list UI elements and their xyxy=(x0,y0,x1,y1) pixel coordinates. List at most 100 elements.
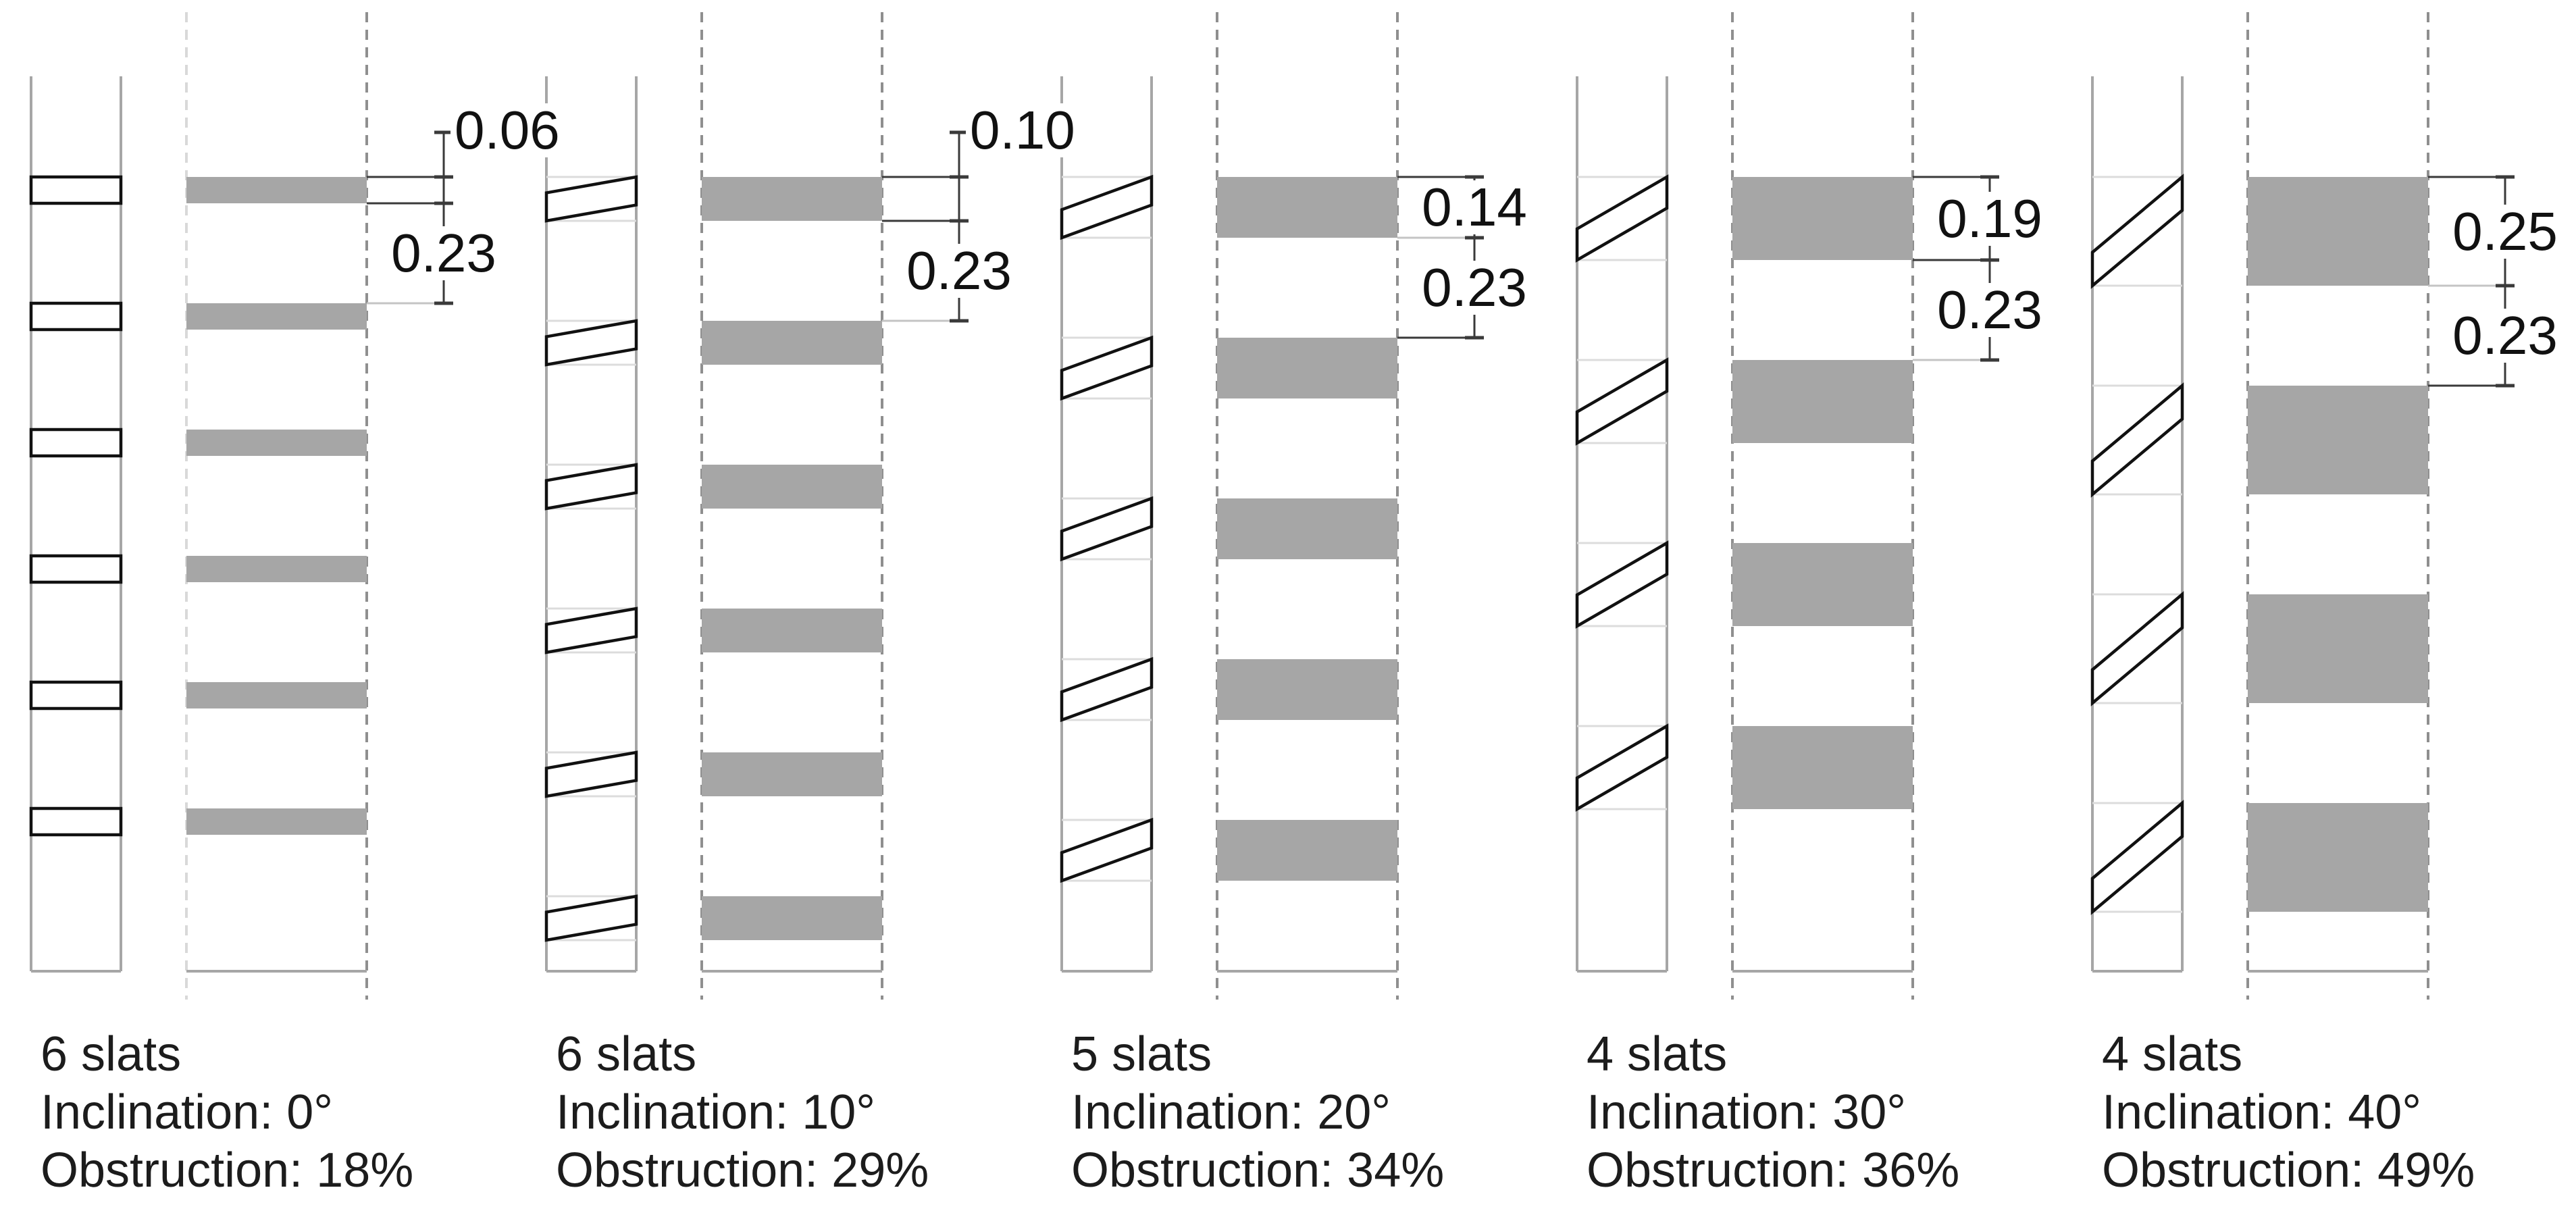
dim-tick xyxy=(1980,358,1999,362)
slat-shape xyxy=(1060,335,1154,401)
slats-count-line: 4 slats xyxy=(1587,1027,1728,1081)
dim-tick xyxy=(950,130,969,134)
shadow-band xyxy=(1732,177,1913,260)
shadow-band xyxy=(702,609,882,652)
slat-shape xyxy=(1575,540,1669,629)
shadow-band xyxy=(2248,594,2428,703)
shadow-band xyxy=(186,303,367,330)
slat-shape xyxy=(544,175,638,223)
slat-shape xyxy=(544,750,638,798)
slat-shape xyxy=(29,680,123,711)
dim-tick xyxy=(434,130,453,134)
shadow-band xyxy=(1217,177,1397,238)
obstruction-line: Obstruction: 18% xyxy=(41,1143,414,1197)
dim-label-gap: 0.23 xyxy=(387,226,500,280)
shadow-band xyxy=(702,896,882,940)
panel-1-caption: 6 slats Inclination: 0° Obstruction: 18% xyxy=(41,1025,413,1199)
dim-label-band-height: 0.10 xyxy=(966,103,1079,157)
shadow-band xyxy=(1732,726,1913,809)
shadow-band xyxy=(1217,338,1397,398)
dim-tick xyxy=(434,301,453,305)
shadow-band xyxy=(186,556,367,582)
slat-shape xyxy=(29,554,123,584)
dim-tick xyxy=(2496,384,2515,388)
slats-count-line: 6 slats xyxy=(41,1027,182,1081)
slat-shape xyxy=(2090,800,2184,915)
dim-tick xyxy=(434,201,453,205)
dim-tick xyxy=(2496,284,2515,288)
dim-label-gap: 0.23 xyxy=(902,244,1016,298)
shadow-band xyxy=(702,321,882,365)
dim-label-band-height: 0.06 xyxy=(450,103,564,157)
shadow-band xyxy=(2248,386,2428,494)
panel-4-graphic xyxy=(1575,12,1999,1000)
dim-tick xyxy=(1465,336,1484,340)
slat-shape xyxy=(544,894,638,942)
shadow-band xyxy=(186,808,367,835)
slat-shape xyxy=(1060,174,1154,240)
slat-shape xyxy=(2090,591,2184,706)
dim-tick xyxy=(1980,258,1999,262)
slat-shape xyxy=(1060,817,1154,883)
slats-count-line: 6 slats xyxy=(556,1027,697,1081)
shadow-band xyxy=(1217,659,1397,720)
dim-label-band-height: 0.25 xyxy=(2448,204,2562,259)
inclination-line: Inclination: 40° xyxy=(2102,1085,2422,1139)
slat-shape xyxy=(29,301,123,332)
slat-shape xyxy=(1060,656,1154,723)
dim-label-gap: 0.23 xyxy=(1418,261,1531,315)
slat-shape xyxy=(29,806,123,837)
shadow-band xyxy=(2248,803,2428,912)
shadow-band xyxy=(1217,820,1397,881)
slat-shape xyxy=(29,428,123,458)
slats-count-line: 4 slats xyxy=(2102,1027,2243,1081)
panel-1-graphic xyxy=(29,12,453,1000)
dim-tick xyxy=(1465,236,1484,240)
slat-shape xyxy=(2090,382,2184,498)
slat-shape xyxy=(1575,357,1669,446)
dim-tick xyxy=(1980,175,1999,179)
panel-2-graphic xyxy=(544,12,969,1000)
dim-label-band-height: 0.14 xyxy=(1418,180,1531,234)
dim-tick xyxy=(434,175,453,179)
slat-shape xyxy=(544,463,638,511)
dim-label-gap: 0.23 xyxy=(1933,283,2046,337)
inclination-line: Inclination: 0° xyxy=(41,1085,334,1139)
shadow-band xyxy=(1732,360,1913,443)
shadow-band xyxy=(1732,543,1913,626)
dim-label-gap: 0.23 xyxy=(2448,309,2562,363)
shadow-band xyxy=(702,177,882,221)
dim-tick xyxy=(950,319,969,323)
shadow-band xyxy=(2248,177,2428,286)
dim-tick xyxy=(1465,175,1484,179)
obstruction-line: Obstruction: 36% xyxy=(1587,1143,1960,1197)
shadow-band xyxy=(186,177,367,203)
panel-3-caption: 5 slats Inclination: 20° Obstruction: 34% xyxy=(1071,1025,1444,1199)
slat-shape xyxy=(1575,723,1669,812)
panel-5-caption: 4 slats Inclination: 40° Obstruction: 49% xyxy=(2102,1025,2475,1199)
panel-2-caption: 6 slats Inclination: 10° Obstruction: 29% xyxy=(556,1025,929,1199)
slat-shape xyxy=(544,606,638,654)
obstruction-line: Obstruction: 29% xyxy=(556,1143,929,1197)
panel-5-graphic xyxy=(2090,12,2515,1000)
inclination-line: Inclination: 20° xyxy=(1071,1085,1391,1139)
dim-tick xyxy=(950,219,969,223)
obstruction-line: Obstruction: 49% xyxy=(2102,1143,2475,1197)
slat-shape xyxy=(544,319,638,367)
obstruction-line: Obstruction: 34% xyxy=(1071,1143,1445,1197)
slat-shape xyxy=(1060,496,1154,562)
slat-shape xyxy=(1575,174,1669,263)
shadow-band xyxy=(186,682,367,708)
shadow-band xyxy=(1217,498,1397,559)
inclination-line: Inclination: 30° xyxy=(1587,1085,1907,1139)
shadow-band xyxy=(186,430,367,456)
panel-4-caption: 4 slats Inclination: 30° Obstruction: 36% xyxy=(1587,1025,1959,1199)
dim-label-band-height: 0.19 xyxy=(1933,191,2046,246)
slats-count-line: 5 slats xyxy=(1071,1027,1212,1081)
slat-shape xyxy=(29,175,123,205)
shadow-band xyxy=(702,752,882,796)
dim-tick xyxy=(2496,175,2515,179)
shadow-band xyxy=(702,465,882,509)
